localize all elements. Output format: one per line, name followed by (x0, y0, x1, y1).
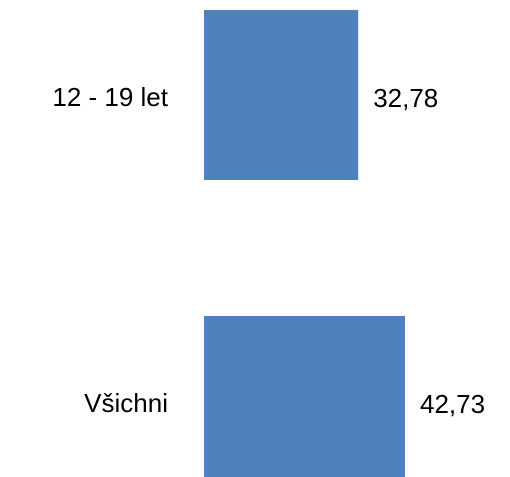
category-label: 12 - 19 let (52, 82, 168, 112)
value-label: 42,73 (420, 389, 485, 419)
bar (204, 10, 359, 180)
category-label: Všichni (84, 388, 168, 418)
bar (204, 316, 405, 477)
value-label: 32,78 (373, 83, 438, 113)
